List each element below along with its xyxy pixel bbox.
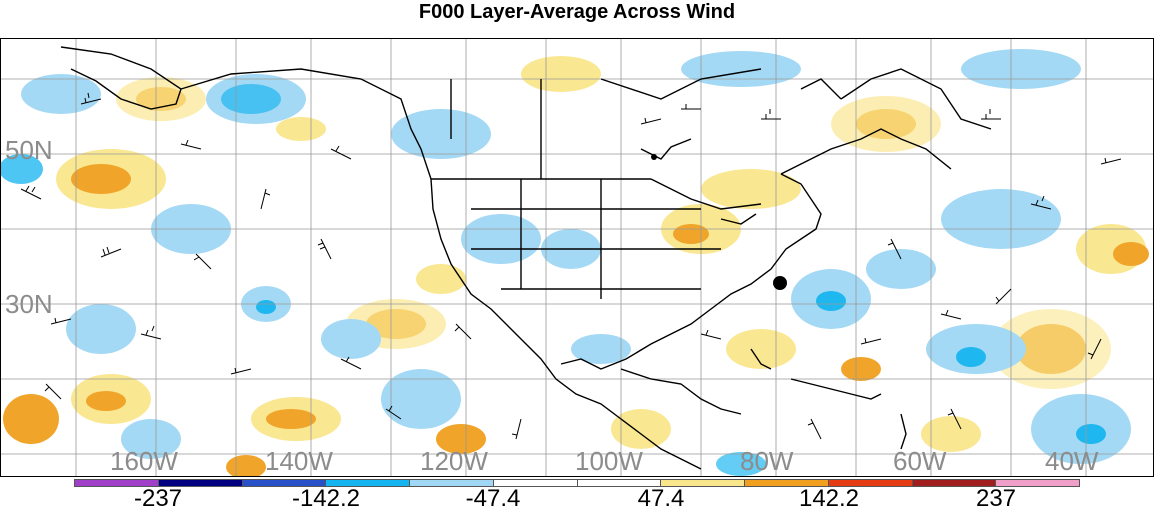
colorbar-label-5: 142.2 (798, 485, 860, 512)
colorbar-swatch-9 (745, 480, 829, 486)
map-title: F000 Layer-Average Across Wind (418, 1, 736, 23)
lon-label-140w: 140W (265, 446, 333, 476)
colorbar-label-6: 237 (975, 485, 1017, 512)
colorbar-swatch-4 (326, 480, 410, 486)
graticule (1, 39, 1153, 476)
colorbar-label-2: -142.2 (291, 485, 361, 512)
station-dot-carolina (773, 276, 787, 290)
lon-label-100w: 100W (575, 446, 643, 476)
colorbar-swatch-8 (661, 480, 745, 486)
wind-barbs (20, 92, 1122, 440)
lon-label-60w: 60W (893, 446, 947, 476)
colorbar (74, 479, 1080, 487)
lon-label-120w: 120W (420, 446, 488, 476)
lat-label-30n: 30N (5, 289, 53, 319)
colorbar-label-3: -47.4 (465, 485, 521, 512)
map-panel: 50N 30N (0, 38, 1154, 477)
colorbar-swatch-11 (912, 480, 997, 486)
colorbar-swatch-12 (996, 480, 1079, 486)
colorbar-swatch-10 (828, 480, 913, 486)
station-dot-north (651, 154, 657, 160)
wind-field-map (1, 39, 1153, 476)
lat-label-50n: 50N (5, 135, 53, 165)
shaded-anomaly-layer (1, 49, 1149, 476)
colorbar-swatch-3 (242, 480, 327, 486)
colorbar-swatch-7 (577, 480, 662, 486)
colorbar-label-4: 47.4 (637, 485, 685, 512)
lon-label-80w: 80W (740, 446, 794, 476)
lon-label-160w: 160W (110, 446, 178, 476)
colorbar-swatch-1 (75, 480, 159, 486)
colorbar-swatch-2 (158, 480, 243, 486)
colorbar-swatch-5 (410, 480, 494, 486)
colorbar-swatch-6 (493, 480, 578, 486)
lon-label-40w: 40W (1045, 446, 1099, 476)
colorbar-label-1: -237 (133, 485, 183, 512)
coastlines-and-borders (60, 46, 992, 470)
